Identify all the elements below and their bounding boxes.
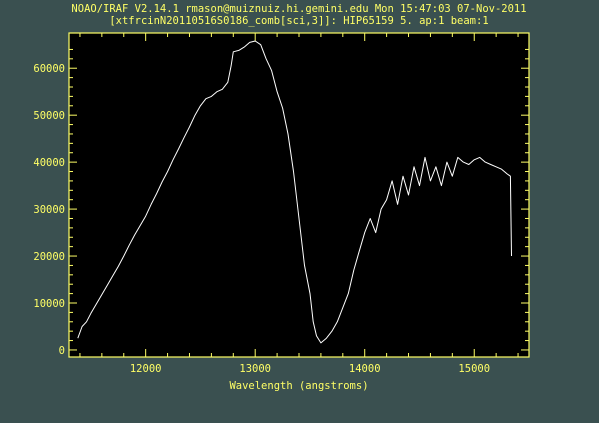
y-tick-label: 50000 bbox=[33, 110, 65, 122]
y-tick-label: 60000 bbox=[33, 63, 65, 75]
y-tick-label: 40000 bbox=[33, 157, 65, 169]
y-tick-label: 20000 bbox=[33, 251, 65, 263]
x-tick-label: 15000 bbox=[458, 363, 490, 375]
spectrum-trace bbox=[77, 40, 512, 344]
y-tick-label: 0 bbox=[59, 345, 65, 357]
axis-tick-labels: 12000 13000 14000 15000 0 10000 20000 30000 4000… bbox=[33, 63, 490, 375]
header-line-1: NOAO/IRAF V2.14.1 rmason@muiznuiz.hi.gem… bbox=[71, 3, 526, 15]
x-tick-label: 13000 bbox=[239, 363, 271, 375]
header-line-2: [xtfrcinN20110516S0186_comb[sci,3]]: HIP… bbox=[109, 15, 488, 27]
x-axis-label: Wavelength (angstroms) bbox=[229, 380, 368, 392]
plot-frame bbox=[68, 32, 530, 358]
y-tick-label: 10000 bbox=[33, 298, 65, 310]
x-tick-label: 14000 bbox=[349, 363, 381, 375]
axis-ticks bbox=[69, 33, 529, 357]
y-tick-label: 30000 bbox=[33, 204, 65, 216]
plot-area bbox=[69, 33, 529, 357]
x-tick-label: 12000 bbox=[130, 363, 162, 375]
